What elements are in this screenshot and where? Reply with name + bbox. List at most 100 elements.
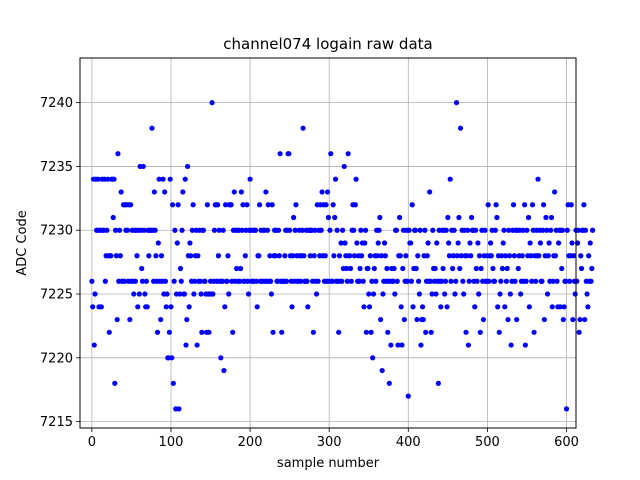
data-point (435, 380, 441, 386)
x-axis-label: sample number (277, 456, 380, 471)
data-point (495, 304, 501, 310)
data-point (114, 316, 120, 323)
data-point (589, 265, 595, 272)
data-point (118, 189, 124, 195)
data-point (238, 189, 244, 195)
data-point (380, 291, 386, 297)
x-tick-label: 500 (475, 435, 500, 450)
data-point (409, 202, 415, 208)
data-point (264, 227, 271, 233)
data-point (468, 214, 475, 221)
data-point (455, 240, 461, 246)
data-point (270, 329, 276, 335)
data-point (177, 291, 183, 297)
data-point (276, 253, 282, 259)
data-point (360, 278, 366, 284)
data-point (112, 380, 118, 386)
data-point (381, 240, 388, 246)
data-point (222, 202, 229, 208)
data-point (507, 291, 513, 297)
data-point (429, 291, 435, 297)
data-point (505, 316, 511, 323)
data-point (323, 202, 329, 208)
data-point (397, 253, 403, 259)
data-point (458, 253, 464, 259)
data-point (571, 253, 577, 259)
data-point (488, 253, 494, 259)
data-point (228, 202, 234, 208)
data-point (166, 329, 172, 335)
data-point (420, 316, 426, 323)
data-point (253, 227, 259, 233)
data-point (497, 291, 503, 297)
data-point (478, 265, 484, 272)
data-point (564, 227, 570, 233)
chart-title: channel074 logain raw data (223, 35, 432, 53)
data-point (356, 278, 362, 284)
data-point (342, 240, 348, 246)
data-point (226, 291, 232, 297)
data-point (169, 202, 176, 208)
data-point (256, 253, 262, 259)
data-point (527, 240, 533, 246)
data-point (245, 291, 252, 297)
data-point (443, 227, 449, 233)
data-point (552, 253, 559, 259)
data-point (265, 202, 271, 208)
data-point (298, 278, 304, 284)
data-point (275, 227, 282, 233)
data-point (504, 265, 510, 272)
data-point (499, 253, 505, 259)
data-point (503, 278, 509, 284)
data-point (199, 329, 205, 335)
plot-area (80, 58, 576, 428)
data-point (168, 304, 174, 310)
data-point (89, 278, 95, 284)
data-point (475, 240, 481, 246)
data-point (586, 253, 592, 259)
data-point (539, 278, 545, 284)
x-tick-label: 600 (554, 435, 579, 450)
data-point (336, 253, 343, 259)
data-point (282, 253, 288, 259)
data-point (393, 227, 400, 233)
data-point (460, 278, 466, 284)
data-point (373, 278, 379, 284)
data-point (367, 253, 373, 259)
y-tick-label: 7220 (40, 351, 73, 366)
y-tick-label: 7235 (40, 160, 73, 175)
data-point (315, 278, 321, 284)
data-point (136, 291, 142, 297)
data-point (189, 227, 195, 233)
data-point (202, 278, 208, 284)
data-point (528, 253, 534, 259)
y-tick-label: 7215 (40, 415, 73, 430)
data-point (419, 304, 426, 310)
data-point (283, 278, 290, 284)
data-point (347, 253, 353, 259)
data-point (416, 291, 422, 297)
data-point (204, 202, 210, 208)
data-point (158, 253, 165, 259)
data-point (209, 100, 215, 106)
data-point (113, 253, 119, 259)
data-point (415, 278, 422, 284)
data-point (554, 278, 560, 284)
y-tick-label: 7240 (40, 96, 73, 111)
data-point (543, 214, 549, 221)
data-point (399, 342, 405, 348)
data-point (108, 253, 114, 259)
data-point (111, 176, 117, 182)
data-point (378, 316, 384, 323)
data-point (582, 316, 588, 323)
data-point (496, 329, 502, 335)
data-point (446, 253, 453, 259)
data-point (570, 316, 576, 323)
data-point (222, 304, 228, 310)
data-point (457, 265, 463, 272)
data-point (540, 227, 546, 233)
data-point (112, 227, 119, 233)
data-point (91, 342, 97, 348)
data-point (465, 342, 472, 348)
data-point (300, 125, 306, 131)
